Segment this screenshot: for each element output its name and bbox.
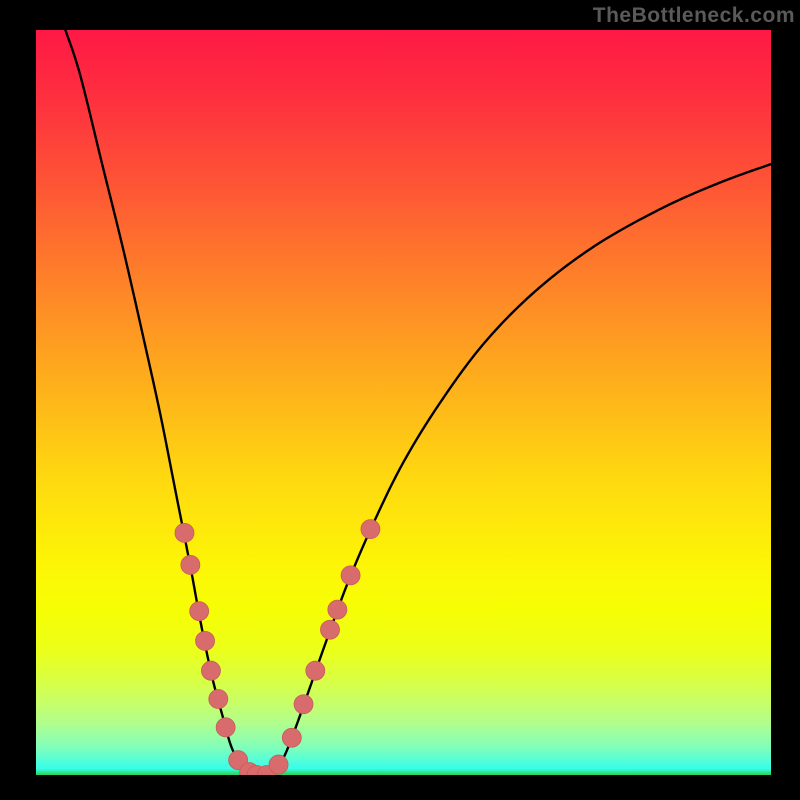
data-marker: [181, 555, 200, 574]
data-marker: [190, 602, 209, 621]
gradient-background: [36, 30, 771, 775]
data-marker: [209, 690, 228, 709]
data-marker: [328, 600, 347, 619]
chart-container: TheBottleneck.com: [0, 0, 800, 800]
data-marker: [294, 695, 313, 714]
data-marker: [306, 661, 325, 680]
data-marker: [269, 755, 288, 774]
watermark: TheBottleneck.com: [593, 4, 795, 28]
data-marker: [321, 620, 340, 639]
data-marker: [216, 718, 235, 737]
data-marker: [341, 566, 360, 585]
data-marker: [282, 728, 301, 747]
data-marker: [201, 661, 220, 680]
data-marker: [196, 631, 215, 650]
plot-area: [36, 30, 771, 775]
data-marker: [175, 523, 194, 542]
plot-svg: [36, 30, 771, 775]
data-marker: [361, 520, 380, 539]
